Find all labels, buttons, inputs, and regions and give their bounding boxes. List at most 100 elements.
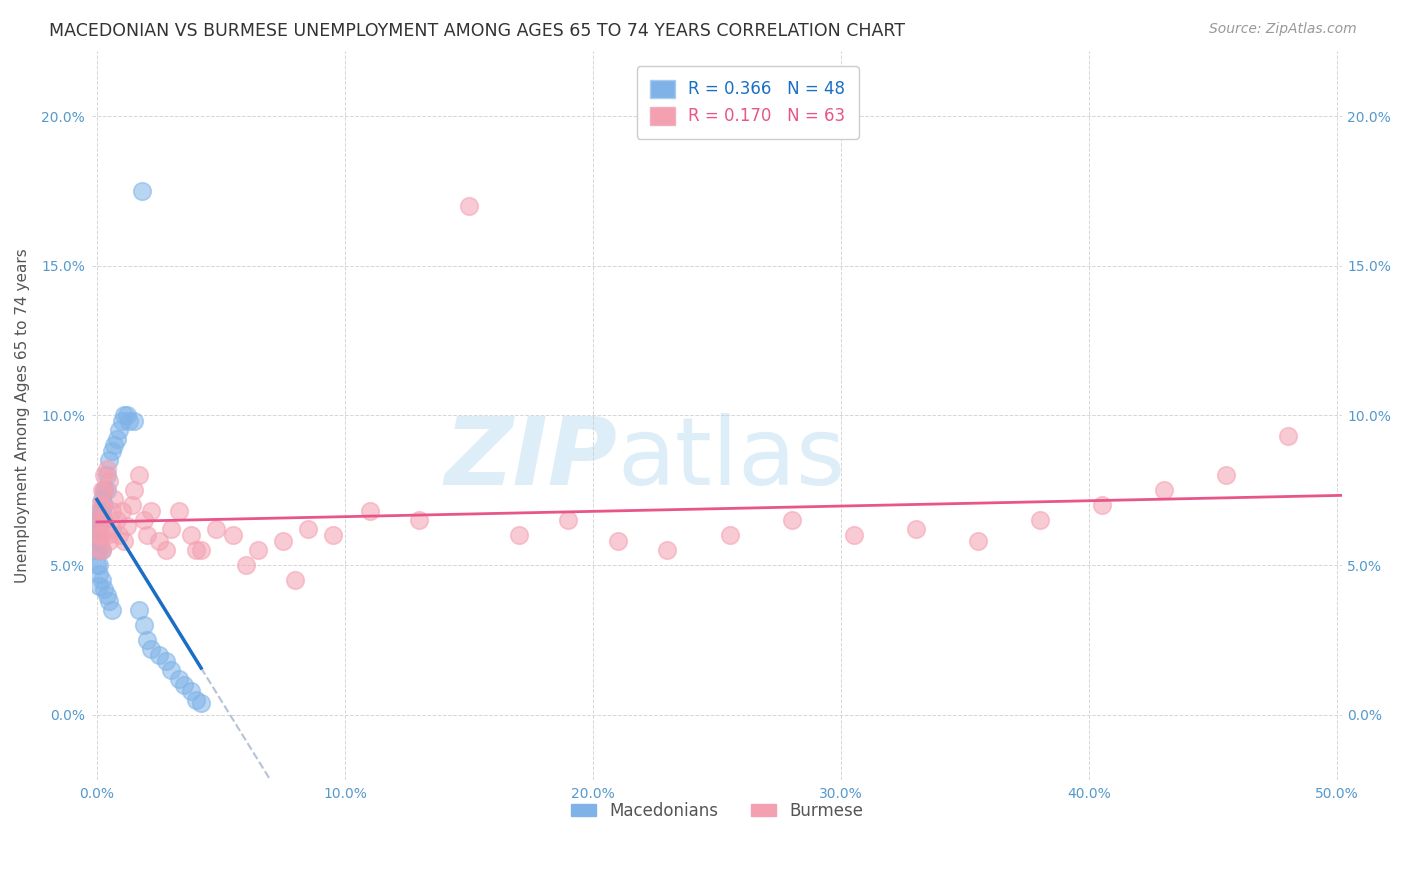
Point	[90, 573, 112, 587]
Point	[112, 409, 135, 423]
Point	[167, 504, 190, 518]
Point	[111, 504, 134, 518]
Point	[190, 543, 212, 558]
Point	[128, 603, 150, 617]
Point	[89, 504, 111, 518]
Point	[115, 519, 138, 533]
Point	[101, 603, 124, 617]
Point	[271, 534, 294, 549]
Point	[131, 184, 153, 198]
Point	[190, 696, 212, 710]
Point	[128, 468, 150, 483]
Point	[160, 522, 183, 536]
Point	[235, 558, 257, 572]
Point	[167, 672, 190, 686]
Point	[86, 513, 108, 527]
Point	[105, 433, 128, 447]
Point	[86, 543, 108, 558]
Point	[90, 528, 112, 542]
Legend: Macedonians, Burmese: Macedonians, Burmese	[564, 796, 870, 827]
Point	[93, 483, 115, 498]
Point	[657, 543, 679, 558]
Point	[86, 513, 108, 527]
Point	[89, 498, 111, 512]
Point	[103, 438, 125, 452]
Point	[108, 528, 131, 542]
Point	[105, 513, 128, 527]
Point	[86, 528, 108, 542]
Point	[115, 409, 138, 423]
Point	[101, 522, 124, 536]
Point	[718, 528, 741, 542]
Point	[108, 424, 131, 438]
Text: ZIP: ZIP	[444, 413, 617, 505]
Point	[86, 558, 108, 572]
Point	[222, 528, 245, 542]
Point	[90, 492, 112, 507]
Point	[93, 582, 115, 596]
Point	[155, 543, 177, 558]
Point	[96, 588, 118, 602]
Point	[96, 462, 118, 476]
Point	[89, 579, 111, 593]
Point	[184, 692, 207, 706]
Point	[132, 617, 155, 632]
Point	[89, 558, 111, 572]
Point	[93, 498, 115, 512]
Point	[966, 534, 988, 549]
Point	[90, 543, 112, 558]
Point	[322, 528, 344, 542]
Point	[132, 513, 155, 527]
Point	[98, 453, 121, 467]
Point	[458, 199, 481, 213]
Point	[103, 492, 125, 507]
Point	[606, 534, 628, 549]
Point	[89, 543, 111, 558]
Point	[98, 475, 121, 489]
Point	[408, 513, 430, 527]
Point	[184, 543, 207, 558]
Point	[141, 641, 163, 656]
Point	[121, 498, 143, 512]
Point	[96, 528, 118, 542]
Point	[135, 632, 157, 647]
Point	[111, 415, 134, 429]
Y-axis label: Unemployment Among Ages 65 to 74 years: Unemployment Among Ages 65 to 74 years	[15, 248, 30, 582]
Point	[112, 534, 135, 549]
Point	[89, 528, 111, 542]
Point	[96, 468, 118, 483]
Point	[160, 663, 183, 677]
Point	[98, 594, 121, 608]
Point	[98, 534, 121, 549]
Point	[1277, 429, 1299, 443]
Point	[93, 483, 115, 498]
Point	[93, 468, 115, 483]
Point	[90, 483, 112, 498]
Point	[155, 654, 177, 668]
Point	[247, 543, 270, 558]
Point	[90, 543, 112, 558]
Point	[90, 498, 112, 512]
Point	[93, 513, 115, 527]
Point	[89, 543, 111, 558]
Text: MACEDONIAN VS BURMESE UNEMPLOYMENT AMONG AGES 65 TO 74 YEARS CORRELATION CHART: MACEDONIAN VS BURMESE UNEMPLOYMENT AMONG…	[49, 22, 905, 40]
Point	[90, 513, 112, 527]
Point	[135, 528, 157, 542]
Point	[297, 522, 319, 536]
Point	[122, 415, 145, 429]
Point	[148, 534, 170, 549]
Point	[780, 513, 803, 527]
Point	[118, 415, 141, 429]
Point	[1028, 513, 1050, 527]
Point	[89, 534, 111, 549]
Point	[86, 528, 108, 542]
Point	[148, 648, 170, 662]
Point	[284, 573, 307, 587]
Point	[101, 504, 124, 518]
Text: atlas: atlas	[617, 413, 845, 505]
Point	[359, 504, 381, 518]
Point	[122, 483, 145, 498]
Point	[93, 513, 115, 527]
Point	[205, 522, 228, 536]
Point	[180, 683, 202, 698]
